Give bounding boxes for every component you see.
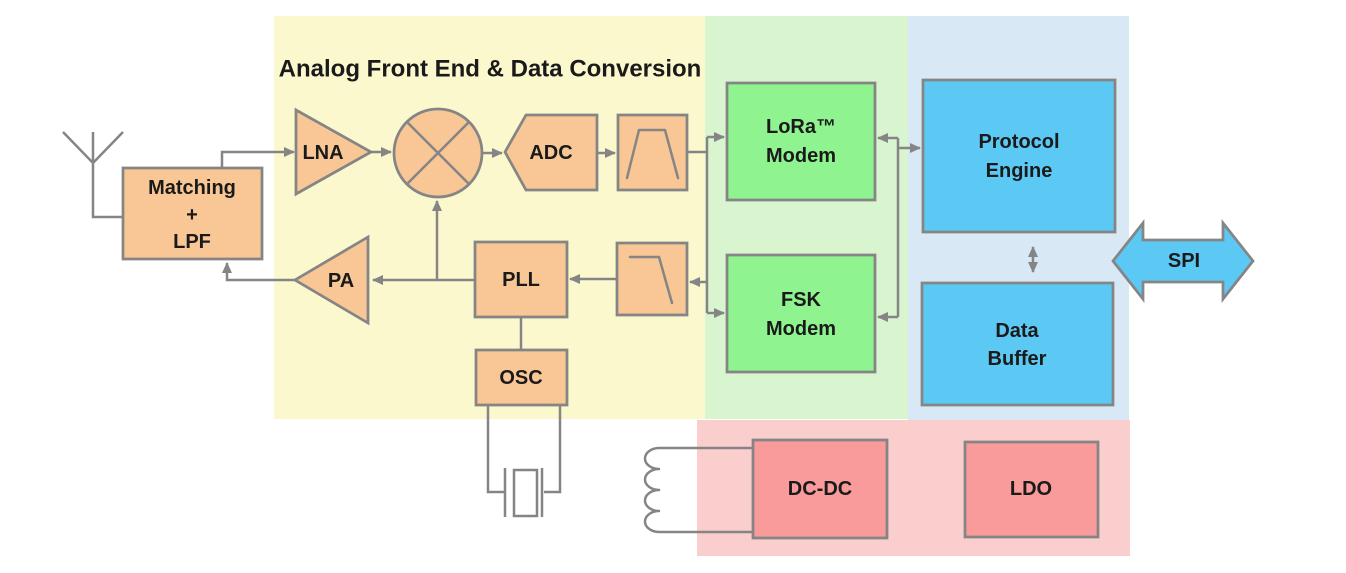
block-pa: PA xyxy=(292,234,370,326)
block-lora-modem: LoRa™ Modem xyxy=(725,81,877,202)
region-analog-title: Analog Front End & Data Conversion xyxy=(279,56,702,83)
mixer-icon xyxy=(392,107,484,199)
fsk-modem-label-line2: Modem xyxy=(766,318,836,340)
lna-label: LNA xyxy=(302,142,343,164)
inductor-icon xyxy=(643,446,755,534)
block-adc: ADC xyxy=(503,113,599,192)
lowpass-filter-icon xyxy=(615,241,689,317)
block-dc-dc: DC-DC xyxy=(751,438,889,540)
wire-matching-to-lna xyxy=(220,147,295,168)
data-buffer-label-line2: Buffer xyxy=(988,348,1047,370)
block-data-buffer: Data Buffer xyxy=(920,281,1115,407)
lora-modem-label-line1: LoRa™ xyxy=(766,116,836,138)
lora-modem-label-line2: Modem xyxy=(766,145,836,167)
wire-pa-to-matching xyxy=(222,262,295,282)
osc-label: OSC xyxy=(499,367,542,389)
antenna-icon xyxy=(62,131,124,219)
adc-label: ADC xyxy=(529,142,572,164)
dc-dc-label: DC-DC xyxy=(788,478,852,500)
wires xyxy=(220,132,1038,350)
pll-label: PLL xyxy=(502,269,540,291)
block-fsk-modem: FSK Modem xyxy=(725,253,877,374)
matching-label-line1: Matching xyxy=(148,177,236,199)
block-osc: OSC xyxy=(474,348,569,407)
bandpass-filter-icon xyxy=(616,113,689,192)
pa-label: PA xyxy=(328,270,354,292)
fsk-modem-label-line1: FSK xyxy=(781,289,822,311)
protocol-engine-label-line2: Engine xyxy=(986,160,1053,182)
crystal-icon xyxy=(486,405,562,518)
protocol-engine-label-line1: Protocol xyxy=(978,131,1059,153)
spi-label: SPI xyxy=(1168,250,1200,272)
spi-port-arrow: SPI xyxy=(1111,219,1255,303)
ldo-label: LDO xyxy=(1010,478,1052,500)
block-pll: PLL xyxy=(473,240,569,319)
matching-label-line3: LPF xyxy=(173,231,211,253)
data-buffer-label-line1: Data xyxy=(995,320,1039,342)
block-lna: LNA xyxy=(294,107,374,197)
block-matching-lpf: Matching + LPF xyxy=(121,166,264,261)
block-protocol-engine: Protocol Engine xyxy=(921,78,1117,234)
block-ldo: LDO xyxy=(963,440,1100,539)
matching-label-line2: + xyxy=(186,204,198,226)
